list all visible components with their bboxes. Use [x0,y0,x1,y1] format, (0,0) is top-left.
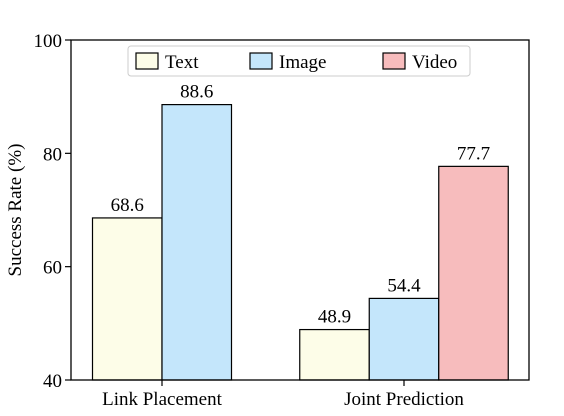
y-tick-label: 40 [43,371,62,392]
bar-value-label: 48.9 [318,307,351,328]
legend-swatch-image [249,52,273,70]
legend-swatch-video [382,52,406,70]
bar-text [299,328,370,381]
bar-text [91,217,163,381]
bar-image [368,297,440,381]
y-tick-label: 80 [43,144,62,165]
legend-label-video: Video [412,52,457,73]
legend-label-image: Image [279,52,326,73]
legend-label-text: Text [165,52,199,73]
bar-value-label: 68.6 [111,195,144,216]
bar-value-label: 88.6 [180,82,213,103]
y-axis-title: Success Rate (%) [5,144,26,277]
bar-video [438,165,509,381]
bar-value-label: 77.7 [457,143,490,164]
bar-image [161,103,233,381]
bar-value-label: 54.4 [387,275,421,296]
x-tick-label: Link Placement [102,389,222,410]
x-tick-label: Joint Prediction [344,389,464,410]
legend-swatch-text [135,52,159,70]
y-tick-label: 60 [43,258,62,279]
bars-layer [91,103,509,381]
legend: Text Image Video [127,45,471,77]
x-axis: Link Placement Joint Prediction [102,380,464,410]
plot-frame [70,39,530,381]
y-tick-label: 100 [34,31,63,52]
y-axis: 40 60 80 100 [34,31,71,392]
bar-labels-layer: 68.6 88.6 48.9 54.4 77.7 [111,82,491,328]
